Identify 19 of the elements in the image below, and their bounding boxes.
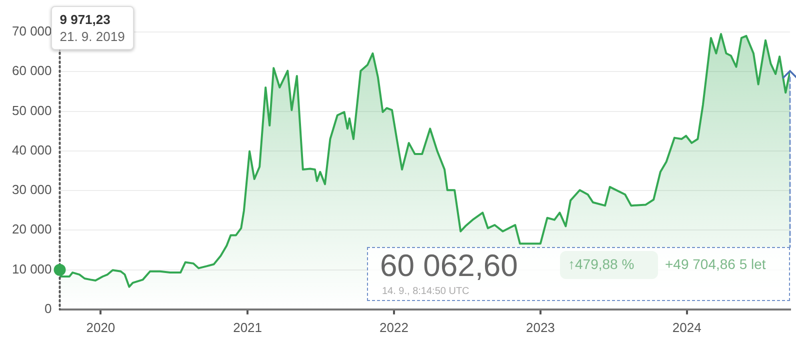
x-tick-label: 2020 <box>86 320 116 335</box>
y-tick-label: 30 000 <box>12 182 52 198</box>
x-tick-label: 2021 <box>233 320 262 335</box>
annotation: 14. 9., 8:14:50 UTC <box>382 286 470 297</box>
y-tick-label: 10 000 <box>12 261 52 276</box>
text: 9 971,23 <box>60 11 112 28</box>
y-tick-label: 50 000 <box>12 102 52 118</box>
y-tick-label: 40 000 <box>12 142 52 158</box>
annotation: 60 062,60 <box>380 248 518 284</box>
y-tick-label: 0 <box>44 300 52 316</box>
annotation: ↑479,88 % <box>568 256 634 272</box>
x-tick-label: 2023 <box>526 320 555 335</box>
y-tick-label: 60 000 <box>12 63 52 78</box>
y-tick-label: 70 000 <box>12 24 52 39</box>
annotation: 21. 9. 2019 <box>60 28 125 45</box>
x-tick-label: 2024 <box>672 320 702 335</box>
x-tick-label: 2022 <box>380 320 408 335</box>
y-tick-label: 20 000 <box>12 222 52 237</box>
annotation: +49 704,86 5 let <box>665 256 766 272</box>
